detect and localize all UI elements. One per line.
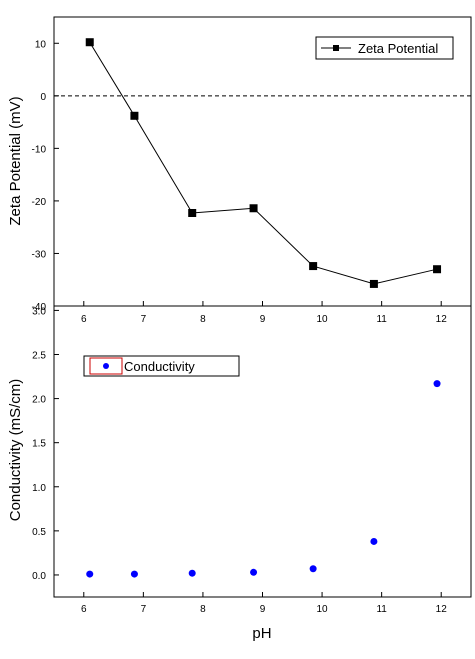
zeta-x-tick-label-3: 9 [260,314,266,325]
conductivity-x-tick-label-0: 6 [81,604,87,615]
conductivity-y-axis-label: Conductivity (mS/cm) [7,379,24,522]
zeta-y-tick-label-5: -40 [32,302,47,313]
conductivity-y-tick-label-6: 0.0 [32,571,46,582]
zeta-x-tick-label-2: 8 [200,314,206,325]
zeta-point-4 [309,262,318,271]
conductivity-x-tick-label-3: 9 [260,604,266,615]
zeta-x-tick-label-6: 12 [436,314,448,325]
conductivity-y-axis: 3.0 2.5 2.0 1.5 1.0 0.5 0.0 [32,306,59,582]
conductivity-point-4 [309,565,317,573]
conductivity-point-3 [250,568,258,576]
zeta-x-axis: 6 7 8 9 10 11 12 [81,301,447,325]
conductivity-legend-highlight [89,357,123,375]
x-axis-label: pH [252,625,271,642]
conductivity-x-tick-label-5: 11 [376,604,387,615]
zeta-point-6 [433,265,442,274]
conductivity-x-tick-label-2: 8 [200,604,206,615]
zeta-y-axis: 10 0 -10 -20 -30 -40 [32,39,59,313]
zeta-legend-marker [333,45,339,51]
conductivity-x-tick-label-4: 10 [317,604,329,615]
conductivity-legend-label: Conductivity [124,359,195,374]
zeta-series-markers [85,38,442,288]
conductivity-point-0 [86,570,94,578]
conductivity-series-markers [86,380,441,578]
conductivity-legend-marker [103,363,109,369]
conductivity-x-tick-label-1: 7 [141,604,147,615]
zeta-plot-frame [53,16,472,307]
zeta-legend: Zeta Potential [315,36,454,60]
conductivity-y-tick-label-0: 3.0 [32,306,46,317]
zeta-y-tick-label-1: 0 [40,92,46,103]
conductivity-x-axis: 6 7 8 9 10 11 12 [81,592,447,615]
zeta-y-axis-label: Zeta Potential (mV) [7,96,24,225]
zeta-y-tick-label-3: -20 [32,197,47,208]
conductivity-point-5 [370,537,378,545]
zeta-potential-panel: 10 0 -10 -20 -30 -40 6 7 8 9 10 11 12 Zeta Potentia… [7,16,472,325]
zeta-y-tick-label-0: 10 [35,39,47,50]
zeta-x-tick-label-5: 11 [376,314,387,325]
zeta-point-5 [369,279,378,288]
zeta-point-3 [249,204,258,213]
zeta-point-1 [130,111,139,120]
conductivity-legend-box [83,355,240,377]
zeta-y-tick-label-2: -10 [32,144,47,155]
zeta-point-2 [188,208,197,217]
zeta-x-tick-label-1: 7 [141,314,147,325]
zeta-y-tick-label-4: -30 [32,249,47,260]
conductivity-point-6 [433,380,441,388]
conductivity-panel: 3.0 2.5 2.0 1.5 1.0 0.5 0.0 6 7 8 9 10 11 12 Conduct… [7,305,472,642]
zeta-x-tick-label-4: 10 [317,314,329,325]
conductivity-point-1 [130,570,138,578]
conductivity-y-tick-label-2: 2.0 [32,395,46,406]
zeta-x-tick-label-0: 6 [81,314,87,325]
conductivity-plot-frame [53,305,472,598]
conductivity-y-tick-label-4: 1.0 [32,483,46,494]
conductivity-point-2 [188,569,196,577]
zeta-series-line [89,41,438,285]
conductivity-y-tick-label-5: 0.5 [32,527,46,538]
zeta-point-0 [85,38,94,47]
conductivity-y-tick-label-1: 2.5 [32,351,46,362]
conductivity-x-tick-label-6: 12 [436,604,448,615]
zeta-legend-label: Zeta Potential [358,41,438,56]
conductivity-y-tick-label-3: 1.5 [32,439,46,450]
zeta-legend-box [315,36,454,60]
conductivity-legend: Conductivity [83,355,240,377]
